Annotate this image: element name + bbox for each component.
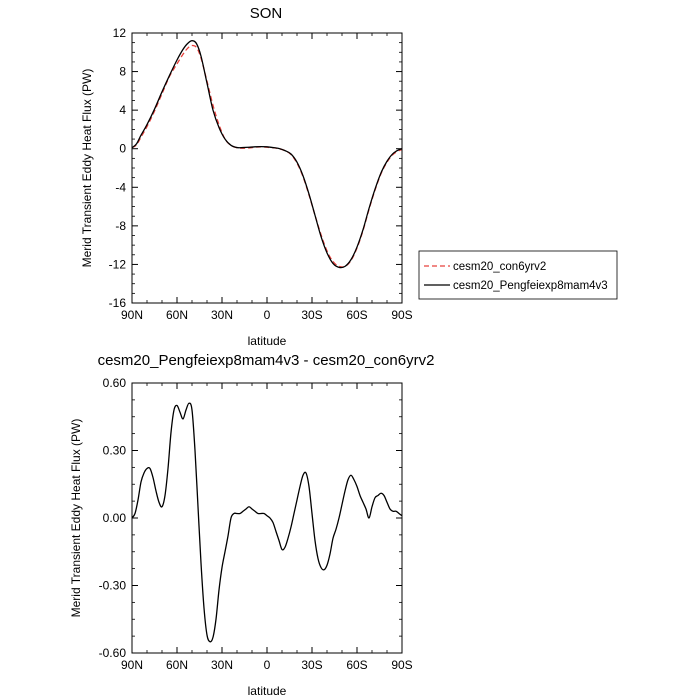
bottom-x-tick-label: 90S	[391, 658, 412, 672]
bottom-y-tick-label: 0.60	[103, 376, 127, 390]
top-y-tick-label: -12	[109, 257, 127, 271]
top-x-tick-label: 60N	[166, 308, 188, 322]
legend-label-experiment: cesm20_Pengfeiexp8mam4v3	[453, 280, 608, 292]
bottom-ticks: 90N 60N 30N 0 30S 60S 90S 0.60 0.30 0.00 -0.30 -0.6…	[99, 376, 413, 672]
top-x-tick-label: 90S	[391, 308, 412, 322]
top-x-axis-label: latitude	[248, 334, 287, 348]
top-panel: SON 90N 60N 30N 0 30S 60S 90S 12 8 4 0 -4 -8 -12 -16 l…	[80, 5, 413, 348]
top-x-tick-label: 60S	[346, 308, 367, 322]
bottom-x-tick-label: 60S	[346, 658, 367, 672]
bottom-series-group	[131, 402, 403, 643]
top-title: SON	[250, 5, 283, 22]
top-y-tick-label: 8	[119, 65, 126, 79]
bottom-series-line-0	[131, 402, 403, 643]
top-y-tick-label: 4	[119, 103, 126, 117]
top-plot-frame	[131, 32, 403, 304]
top-ticks: 90N 60N 30N 0 30S 60S 90S 12 8 4 0 -4 -8 -12 -16	[109, 26, 413, 322]
legend-label-control: cesm20_con6yrv2	[453, 261, 546, 273]
top-x-tick-label: 30N	[211, 308, 233, 322]
top-y-tick-label: -8	[115, 219, 126, 233]
top-y-tick-label: -4	[115, 180, 126, 194]
bottom-y-tick-label: -0.30	[99, 579, 127, 593]
bottom-y-tick-label: 0.30	[103, 444, 127, 458]
bottom-panel: cesm20_Pengfeiexp8mam4v3 - cesm20_con6yr…	[69, 352, 434, 698]
bottom-x-axis-label: latitude	[248, 684, 287, 698]
bottom-x-tick-label: 90N	[121, 658, 143, 672]
bottom-title: cesm20_Pengfeiexp8mam4v3 - cesm20_con6yr…	[98, 352, 435, 369]
bottom-x-tick-label: 60N	[166, 658, 188, 672]
top-x-tick-label: 30S	[301, 308, 322, 322]
legend: cesm20_con6yrv2 cesm20_Pengfeiexp8mam4v3	[418, 250, 618, 300]
top-y-axis-label: Merid Transient Eddy Heat Flux (PW)	[80, 69, 94, 268]
top-series-group	[131, 40, 403, 269]
bottom-x-tick-label: 30S	[301, 658, 322, 672]
bottom-x-tick-label: 0	[264, 658, 271, 672]
bottom-x-tick-label: 30N	[211, 658, 233, 672]
legend-box	[418, 250, 618, 300]
bottom-y-tick-label: -0.60	[99, 646, 127, 660]
top-series-line-1	[131, 40, 403, 269]
top-x-tick-label: 90N	[121, 308, 143, 322]
top-y-tick-label: -16	[109, 296, 127, 310]
bottom-y-tick-label: 0.00	[103, 511, 127, 525]
bottom-y-axis-label: Merid Transient Eddy Heat Flux (PW)	[69, 419, 83, 618]
top-x-tick-label: 0	[264, 308, 271, 322]
top-y-tick-label: 0	[119, 142, 126, 156]
top-y-tick-label: 12	[113, 26, 127, 40]
